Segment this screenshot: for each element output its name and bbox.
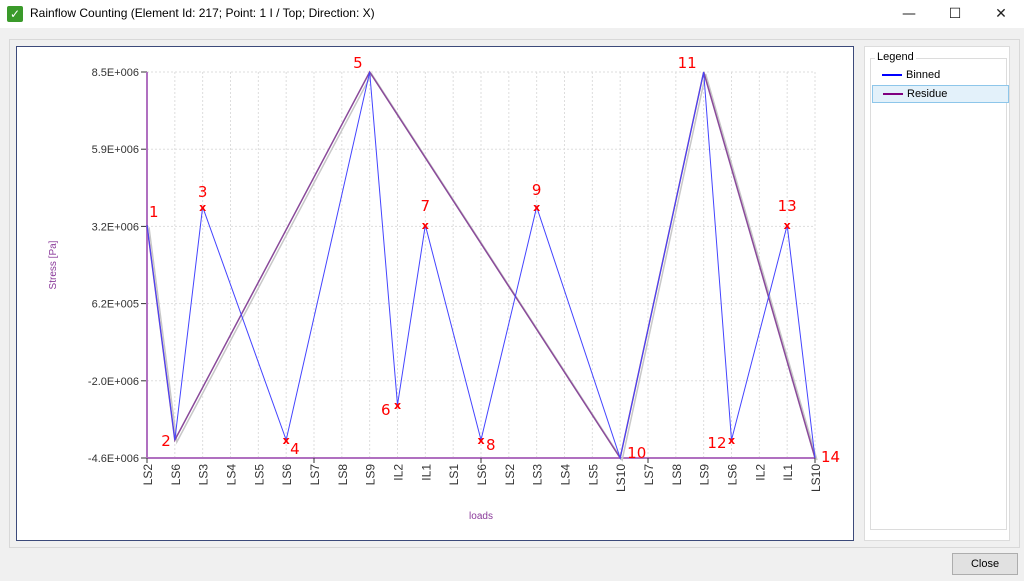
x-tick-label: LS10 <box>809 464 823 492</box>
x-tick-label: LS5 <box>586 464 600 486</box>
point-label: 1 <box>149 203 159 221</box>
x-tick-label: IL1 <box>419 464 433 481</box>
title-bar: ✓ Rainflow Counting (Element Id: 217; Po… <box>0 0 1024 28</box>
legend-label: Residue <box>907 88 948 100</box>
point-label: 2 <box>161 432 171 450</box>
minimize-button[interactable]: — <box>902 6 916 22</box>
x-tick-label: IL2 <box>392 464 406 481</box>
x-tick-label: LS7 <box>308 464 322 486</box>
x-tick-label: LS6 <box>169 464 183 486</box>
binned-series-line <box>146 71 816 460</box>
x-axis-title: loads <box>469 511 493 522</box>
y-tick-label: -4.6E+006 <box>88 453 139 465</box>
x-tick-label: IL1 <box>781 464 795 481</box>
point-label: 4 <box>290 440 300 458</box>
y-tick-label: -2.0E+006 <box>88 376 139 388</box>
x-tick-label: LS3 <box>197 464 211 486</box>
legend-group: Legend Binned Residue <box>870 51 1009 530</box>
point-marker: x <box>394 399 401 412</box>
window-title: Rainflow Counting (Element Id: 217; Poin… <box>30 6 375 20</box>
x-tick-label: LS4 <box>225 464 239 486</box>
y-tick-label: 8.5E+006 <box>92 67 139 79</box>
point-label: 8 <box>486 436 496 454</box>
point-marker: x <box>728 434 735 447</box>
x-tick-label: LS9 <box>364 464 378 486</box>
x-tick-label: LS10 <box>614 464 628 492</box>
x-tick-label: LS3 <box>531 464 545 486</box>
point-label: 12 <box>707 434 726 452</box>
legend-label: Binned <box>906 69 941 81</box>
point-marker: x <box>477 434 484 447</box>
legend-title: Legend <box>875 51 916 63</box>
x-tick-label: LS4 <box>559 464 573 486</box>
x-tick-label: LS5 <box>252 464 266 486</box>
x-tick-label: LS8 <box>336 464 350 486</box>
close-window-button[interactable]: ✕ <box>995 6 1007 22</box>
point-marker: x <box>283 434 290 447</box>
point-marker: x <box>784 219 791 232</box>
residue-swatch <box>883 93 903 95</box>
y-tick-label: 3.2E+006 <box>92 221 139 233</box>
point-label: 14 <box>821 448 840 466</box>
y-axis-title: Stress [Pa] <box>48 240 59 289</box>
x-tick-label: LS7 <box>642 464 656 486</box>
legend-item-residue[interactable]: Residue <box>872 85 1009 103</box>
point-marker: x <box>199 201 206 214</box>
x-tick-label: LS6 <box>475 464 489 486</box>
x-tick-label: LS9 <box>698 464 712 486</box>
binned-swatch <box>882 74 902 76</box>
y-tick-label: 6.2E+005 <box>92 299 139 311</box>
point-label: 9 <box>532 181 542 199</box>
x-tick-label: LS2 <box>141 464 155 486</box>
point-label: 10 <box>627 444 646 462</box>
x-tick-label: LS6 <box>280 464 294 486</box>
x-tick-label: LS2 <box>503 464 517 486</box>
point-label: 6 <box>381 401 391 419</box>
y-tick-label: 5.9E+006 <box>92 144 139 156</box>
point-marker: x <box>533 201 540 214</box>
residue-shadow <box>148 72 818 462</box>
point-marker: x <box>422 219 429 232</box>
x-tick-label: IL2 <box>753 464 767 481</box>
close-button[interactable]: Close <box>952 553 1018 575</box>
x-tick-label: LS8 <box>670 464 684 486</box>
point-label: 11 <box>678 54 697 72</box>
x-tick-label: LS6 <box>726 464 740 486</box>
x-tick-label: LS1 <box>447 464 461 486</box>
point-label: 13 <box>778 197 797 215</box>
point-label: 3 <box>198 183 208 201</box>
legend-panel: Legend Binned Residue <box>864 46 1010 541</box>
maximize-button[interactable]: ☐ <box>948 6 962 22</box>
point-label: 7 <box>421 197 431 215</box>
check-icon: ✓ <box>7 6 23 22</box>
legend-item-binned[interactable]: Binned <box>872 67 1007 83</box>
point-label: 5 <box>353 54 363 72</box>
